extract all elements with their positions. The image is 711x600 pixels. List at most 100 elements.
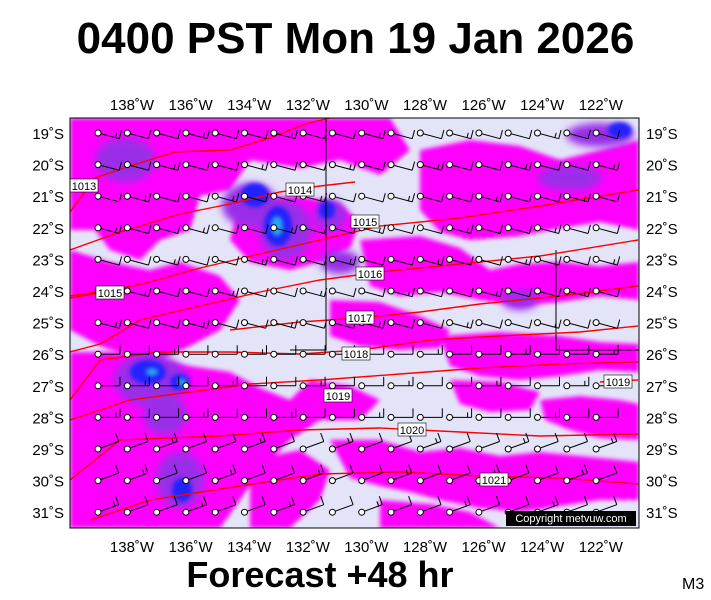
- latitude-label: 26˚S: [32, 347, 64, 364]
- wind-barb: [446, 319, 474, 329]
- wind-barb: [299, 161, 328, 171]
- wind-barb: [592, 464, 618, 485]
- wind-barb: [94, 192, 123, 203]
- wind-barb: [475, 319, 503, 329]
- wind-barb: [241, 376, 267, 390]
- longitude-labels-bottom: 138˚W 136˚W 134˚W 132˚W 130˚W 128˚W 126˚W 124˚W…: [110, 539, 624, 556]
- wind-barb: [592, 255, 621, 266]
- wind-barb: [123, 345, 150, 358]
- isobar-label-text: 1016: [358, 269, 382, 281]
- wind-barb: [504, 129, 533, 140]
- wind-barb: [387, 376, 414, 390]
- wind-barb: [211, 464, 237, 485]
- wind-barb: [241, 408, 267, 421]
- isobar-label-text: 1021: [482, 475, 506, 487]
- wind-barb: [592, 432, 618, 453]
- wind-barb: [94, 376, 121, 390]
- wind-barb: [534, 408, 560, 421]
- wind-barb: [446, 161, 474, 171]
- latitude-label: 30˚S: [32, 474, 64, 491]
- wind-barb: [182, 376, 209, 390]
- wind-barb: [387, 464, 413, 485]
- copyright-box: Copyright metvuw.com: [506, 511, 636, 526]
- latitude-label: 23˚S: [646, 252, 678, 269]
- latitude-label: 19˚S: [646, 126, 678, 143]
- wind-barb: [446, 376, 473, 390]
- wind-barb: [299, 129, 328, 140]
- wind-barb: [123, 464, 149, 485]
- wind-barb: [387, 345, 414, 358]
- wind-barb: [182, 161, 210, 171]
- wind-barb: [416, 192, 445, 203]
- wind-barb: [153, 408, 180, 421]
- longitude-label: 126˚W: [462, 539, 507, 556]
- wind-barb: [299, 496, 325, 516]
- latitude-label: 21˚S: [32, 189, 64, 206]
- wind-barb: [563, 345, 590, 358]
- wind-barb: [475, 432, 501, 453]
- wind-barb: [387, 224, 416, 234]
- wind-barb: [123, 161, 152, 171]
- wind-barb: [504, 345, 531, 358]
- wind-barb: [123, 129, 152, 140]
- wind-barb: [270, 345, 297, 358]
- wind-barb: [299, 319, 328, 329]
- isobar-label-text: 1017: [348, 313, 372, 325]
- wind-barb: [328, 319, 357, 329]
- wind-barb: [534, 255, 562, 266]
- latitude-label: 26˚S: [646, 347, 678, 364]
- wind-barb: [299, 345, 326, 358]
- wind-barb: [211, 319, 240, 329]
- wind-barb: [534, 376, 560, 390]
- wind-barb: [299, 432, 325, 453]
- isobar-line: [70, 239, 639, 353]
- wind-barb: [416, 161, 445, 171]
- map-title: 0400 PST Mon 19 Jan 2026: [76, 14, 635, 63]
- wind-barb: [94, 345, 121, 358]
- wind-barb: [387, 161, 416, 171]
- copyright-text: Copyright metvuw.com: [515, 513, 626, 525]
- wind-barb: [504, 161, 533, 171]
- wind-barb: [504, 376, 531, 390]
- latitude-label: 20˚S: [32, 158, 64, 175]
- latitude-label: 27˚S: [646, 379, 678, 396]
- wind-barb: [270, 496, 295, 516]
- wind-barb: [182, 224, 210, 234]
- wind-barb: [182, 496, 208, 516]
- wind-barb: [123, 496, 149, 516]
- wind-barb: [270, 464, 295, 485]
- wind-barb: [94, 464, 120, 485]
- longitude-label: 138˚W: [110, 97, 155, 114]
- wind-barb: [387, 287, 416, 298]
- wind-barb: [475, 255, 503, 266]
- wind-barb: [416, 408, 443, 421]
- latitude-label: 20˚S: [646, 158, 678, 175]
- wind-barb: [94, 224, 123, 234]
- wind-barb: [299, 224, 328, 234]
- model-code: M3: [682, 576, 705, 593]
- wind-barb: [270, 192, 298, 203]
- wind-barb: [328, 287, 357, 298]
- wind-barb: [328, 255, 357, 266]
- wind-barb: [475, 496, 501, 516]
- wind-barb: [182, 129, 210, 140]
- wind-barb: [123, 224, 152, 234]
- wind-barb: [592, 224, 621, 234]
- wind-barb: [563, 129, 591, 140]
- wind-barb: [123, 408, 150, 421]
- longitude-label: 132˚W: [286, 539, 331, 556]
- wind-barb: [123, 287, 152, 298]
- wind-barb: [241, 224, 269, 234]
- wind-barb: [592, 192, 621, 203]
- wind-barb: [328, 376, 355, 390]
- wind-barb: [416, 376, 443, 390]
- wind-barb: [358, 496, 383, 516]
- latitude-label: 31˚S: [32, 505, 64, 522]
- wind-barb: [241, 345, 267, 358]
- wind-barb: [328, 129, 357, 140]
- wind-barb: [211, 496, 237, 516]
- wind-barb: [299, 408, 326, 421]
- isobar-label-text: 1014: [288, 185, 312, 197]
- longitude-label: 124˚W: [520, 539, 565, 556]
- wind-barb: [211, 224, 240, 234]
